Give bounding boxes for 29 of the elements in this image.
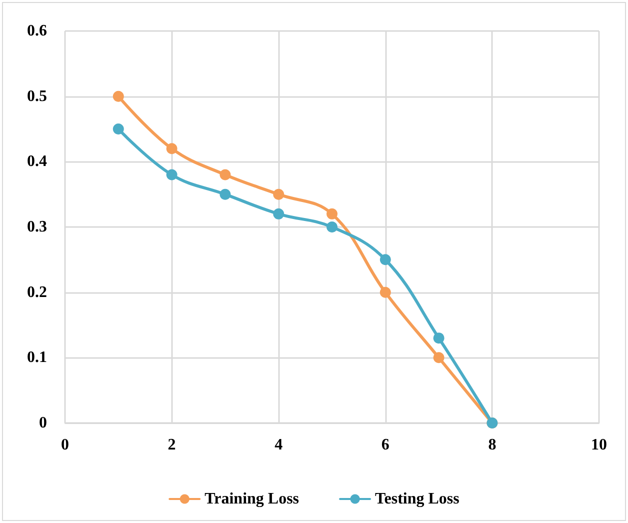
point: [433, 352, 444, 364]
y-tick-label: 0.3: [27, 218, 47, 236]
y-tick-label: 0.2: [27, 284, 47, 301]
y-tick-label: 0.4: [27, 153, 47, 170]
point: [112, 90, 124, 102]
point: [273, 208, 284, 220]
point: [433, 332, 444, 344]
y-tick-label: 0.5: [27, 88, 47, 105]
point: [166, 169, 178, 180]
x-tick-label: 6: [381, 436, 390, 454]
y-tick-label: 0.1: [27, 349, 47, 366]
x-tick-label: 8: [488, 436, 496, 454]
point: [273, 188, 284, 200]
point: [112, 124, 124, 134]
point: [326, 208, 338, 220]
y-tick-label: 0.6: [27, 22, 47, 40]
point: [220, 169, 231, 180]
point: [380, 286, 391, 298]
point: [326, 222, 338, 232]
x-tick-label: 0: [61, 436, 69, 454]
point: [220, 188, 231, 200]
legend-label: Training Loss: [204, 490, 300, 508]
x-tick-label: 2: [168, 436, 176, 454]
x-tick-label: 4: [274, 436, 283, 454]
y-tick-label: 0: [39, 414, 47, 432]
x-tick-label: 10: [591, 436, 607, 454]
legend-label: Testing Loss: [375, 490, 460, 508]
point: [166, 143, 178, 154]
point: [380, 254, 391, 266]
